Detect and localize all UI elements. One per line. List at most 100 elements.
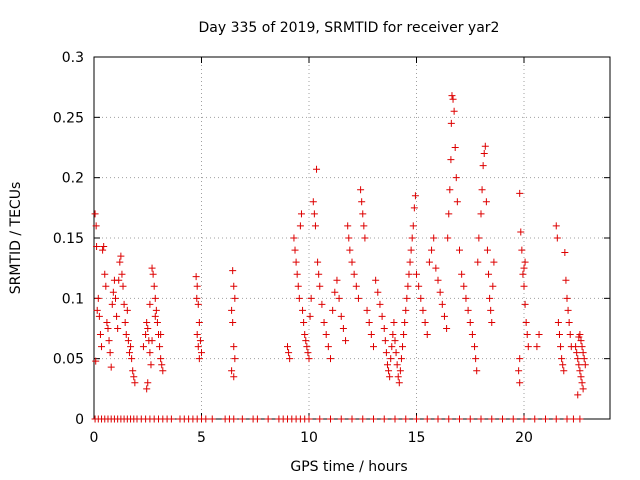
data-point: [394, 373, 402, 381]
data-point: [302, 337, 310, 345]
y-tick-label: 0.25: [53, 110, 84, 126]
data-point: [367, 331, 375, 339]
data-point: [365, 318, 373, 326]
data-point: [488, 318, 496, 326]
data-point: [118, 270, 126, 278]
data-point: [464, 306, 472, 314]
data-point: [290, 234, 298, 242]
data-point: [194, 343, 202, 351]
data-point: [574, 391, 582, 399]
chart-title: Day 335 of 2019, SRMTID for receiver yar…: [199, 20, 500, 36]
data-point: [93, 242, 101, 250]
data-point: [144, 379, 152, 387]
data-point: [195, 355, 203, 363]
data-point: [419, 306, 427, 314]
data-point: [413, 415, 420, 423]
data-point: [285, 349, 293, 357]
data-point: [91, 210, 99, 218]
data-point: [305, 415, 313, 423]
data-point: [100, 242, 108, 250]
data-point: [113, 312, 121, 320]
data-point: [482, 198, 490, 206]
data-point: [451, 144, 459, 151]
data-point: [565, 318, 573, 326]
x-axis-label: GPS time / hours: [290, 459, 407, 475]
data-point: [563, 415, 571, 423]
data-point: [563, 294, 571, 302]
data-point: [115, 276, 123, 284]
data-point: [559, 361, 567, 369]
data-point: [202, 415, 210, 423]
data-point: [477, 415, 485, 423]
data-point: [520, 264, 528, 272]
data-point: [309, 198, 317, 206]
data-point: [129, 367, 137, 375]
data-point: [478, 186, 486, 194]
data-point: [438, 300, 446, 308]
data-point: [153, 318, 161, 326]
data-point: [313, 165, 321, 173]
x-tick-label: 15: [408, 430, 426, 446]
data-point: [576, 367, 584, 375]
data-point: [105, 337, 113, 345]
data-point: [436, 288, 444, 296]
data-point: [391, 337, 399, 345]
data-point: [468, 331, 476, 339]
data-point: [303, 343, 311, 351]
data-point: [521, 300, 529, 308]
data-point: [560, 367, 568, 375]
data-point: [114, 325, 122, 332]
data-point: [324, 343, 332, 351]
data-point: [292, 258, 300, 266]
data-point: [580, 355, 588, 363]
data-point: [310, 210, 318, 218]
data-point: [151, 294, 159, 302]
data-point: [417, 294, 425, 302]
data-point: [101, 270, 109, 278]
data-point: [104, 325, 112, 332]
data-point: [475, 234, 483, 242]
data-point: [143, 318, 151, 326]
data-point: [401, 318, 409, 326]
data-point: [385, 367, 393, 375]
data-point: [193, 294, 201, 302]
data-points: [91, 92, 589, 423]
data-point: [432, 264, 440, 272]
data-point: [144, 325, 152, 332]
data-point: [452, 174, 460, 182]
data-point: [107, 363, 115, 371]
data-point: [119, 282, 127, 290]
data-point: [473, 367, 481, 375]
data-point: [167, 415, 175, 423]
data-point: [357, 186, 365, 194]
data-point: [112, 294, 119, 302]
data-point: [359, 210, 367, 218]
data-point: [230, 282, 238, 290]
data-point: [146, 349, 154, 357]
data-point: [306, 312, 314, 320]
data-point: [196, 337, 204, 345]
data-point: [516, 189, 524, 197]
data-point: [157, 355, 165, 363]
data-point: [533, 343, 541, 351]
data-point: [193, 331, 201, 339]
data-point: [231, 294, 239, 302]
data-point: [315, 270, 323, 278]
data-point: [573, 349, 581, 357]
data-point: [391, 415, 399, 423]
data-point: [344, 222, 352, 230]
data-point: [389, 331, 397, 339]
data-point: [447, 119, 455, 127]
data-point: [103, 318, 111, 326]
data-point: [327, 355, 334, 363]
data-point: [139, 343, 147, 351]
data-point: [434, 415, 442, 423]
data-point: [406, 258, 414, 266]
data-point: [555, 331, 563, 339]
data-point: [198, 349, 205, 357]
data-point: [558, 355, 566, 363]
data-point: [146, 300, 154, 308]
y-tick-label: 0: [75, 412, 84, 428]
x-tick-label: 20: [515, 430, 533, 446]
x-tick-label: 10: [300, 430, 318, 446]
